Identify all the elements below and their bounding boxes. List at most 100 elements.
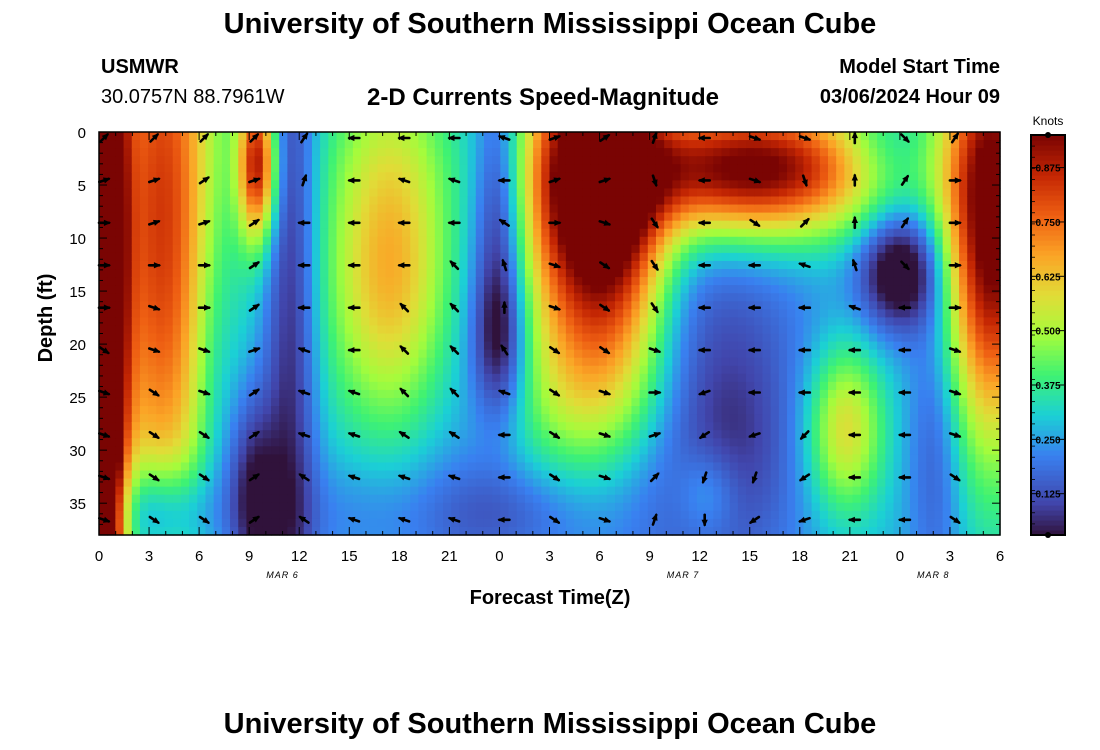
heatmap-cell	[860, 301, 870, 310]
heatmap-cell	[303, 397, 313, 407]
heatmap-cell	[705, 156, 714, 165]
heatmap-cell	[811, 309, 821, 318]
heatmap-cell	[311, 212, 321, 222]
heatmap-cell	[844, 349, 854, 359]
heatmap-cell	[549, 212, 559, 222]
heatmap-cell	[172, 252, 182, 262]
heatmap-cell	[541, 204, 551, 214]
heatmap-cell	[655, 389, 665, 399]
heatmap-cell	[860, 438, 870, 447]
heatmap-cell	[836, 204, 845, 214]
heatmap-cell	[336, 502, 346, 512]
heatmap-cell	[696, 333, 706, 343]
heatmap-cell	[164, 164, 174, 173]
heatmap-cell	[664, 430, 673, 439]
heatmap-cell	[516, 140, 526, 149]
heatmap-cell	[524, 140, 534, 149]
heatmap-cell	[655, 196, 665, 206]
heatmap-cell	[598, 494, 608, 504]
heatmap-cell	[541, 148, 551, 157]
heatmap-cell	[606, 252, 616, 262]
heatmap-cell	[205, 454, 215, 464]
heatmap-cell	[868, 260, 878, 270]
heatmap-cell	[320, 172, 329, 181]
heatmap-cell	[443, 502, 452, 512]
heatmap-cell	[860, 422, 870, 431]
heatmap-cell	[254, 252, 264, 262]
heatmap-cell	[156, 438, 166, 447]
heatmap-cell	[737, 414, 747, 423]
heatmap-cell	[795, 285, 805, 294]
heatmap-cell	[598, 228, 608, 238]
heatmap-cell	[737, 269, 747, 278]
heatmap-cell	[909, 140, 919, 149]
heatmap-cell	[311, 236, 321, 246]
heatmap-cell	[746, 526, 755, 536]
heatmap-cell	[565, 438, 575, 447]
heatmap-cell	[680, 285, 690, 294]
heatmap-cell	[328, 172, 338, 181]
heatmap-cell	[524, 502, 534, 512]
heatmap-cell	[189, 317, 198, 327]
heatmap-cell	[615, 470, 624, 480]
heatmap-cell	[574, 180, 583, 190]
heatmap-cell	[688, 494, 698, 504]
heatmap-cell	[410, 462, 420, 472]
heatmap-cell	[623, 365, 633, 375]
heatmap-cell	[434, 244, 444, 254]
heatmap-cell	[803, 454, 813, 464]
heatmap-cell	[885, 317, 895, 327]
heatmap-cell	[213, 430, 223, 439]
heatmap-cell	[287, 430, 297, 439]
heatmap-cell	[434, 196, 444, 206]
heatmap-cell	[131, 236, 141, 246]
heatmap-cell	[852, 349, 862, 359]
heatmap-cell	[139, 293, 149, 302]
heatmap-cell	[836, 454, 845, 464]
heatmap-cell	[680, 220, 690, 230]
heatmap-cell	[582, 454, 592, 464]
heatmap-cell	[385, 510, 395, 520]
heatmap-cell	[508, 518, 518, 528]
heatmap-cell	[565, 478, 575, 488]
heatmap-cell	[574, 164, 583, 173]
heatmap-cell	[574, 269, 583, 278]
heatmap-cell	[606, 414, 616, 423]
heatmap-cell	[443, 188, 452, 198]
heatmap-cell	[860, 414, 870, 423]
heatmap-cell	[713, 317, 723, 327]
heatmap-cell	[811, 236, 821, 246]
heatmap-cell	[459, 333, 469, 343]
heatmap-cell	[336, 252, 346, 262]
heatmap-cell	[221, 397, 231, 407]
heatmap-cell	[819, 252, 829, 262]
heatmap-cell	[754, 204, 764, 214]
heatmap-cell	[443, 526, 452, 536]
heatmap-cell	[655, 132, 665, 141]
heatmap-cell	[189, 365, 198, 375]
heatmap-cell	[197, 365, 207, 375]
heatmap-cell	[631, 518, 641, 528]
heatmap-cell	[213, 309, 223, 318]
heatmap-cell	[729, 454, 739, 464]
heatmap-cell	[221, 220, 231, 230]
heatmap-cell	[148, 462, 157, 472]
heatmap-cell	[271, 373, 280, 383]
heatmap-cell	[680, 293, 690, 302]
heatmap-cell	[328, 140, 338, 149]
heatmap-cell	[115, 132, 125, 141]
heatmap-cell	[287, 180, 297, 190]
heatmap-cell	[565, 277, 575, 286]
heatmap-cell	[246, 470, 256, 480]
heatmap-cell	[418, 389, 428, 399]
heatmap-cell	[516, 196, 526, 206]
heatmap-cell	[606, 196, 616, 206]
heatmap-cell	[664, 406, 673, 415]
heatmap-cell	[868, 510, 878, 520]
heatmap-cell	[148, 164, 157, 173]
heatmap-cell	[180, 148, 190, 157]
heatmap-cell	[402, 478, 411, 488]
heatmap-cell	[705, 365, 714, 375]
heatmap-cell	[737, 518, 747, 528]
heatmap-cell	[172, 172, 182, 181]
